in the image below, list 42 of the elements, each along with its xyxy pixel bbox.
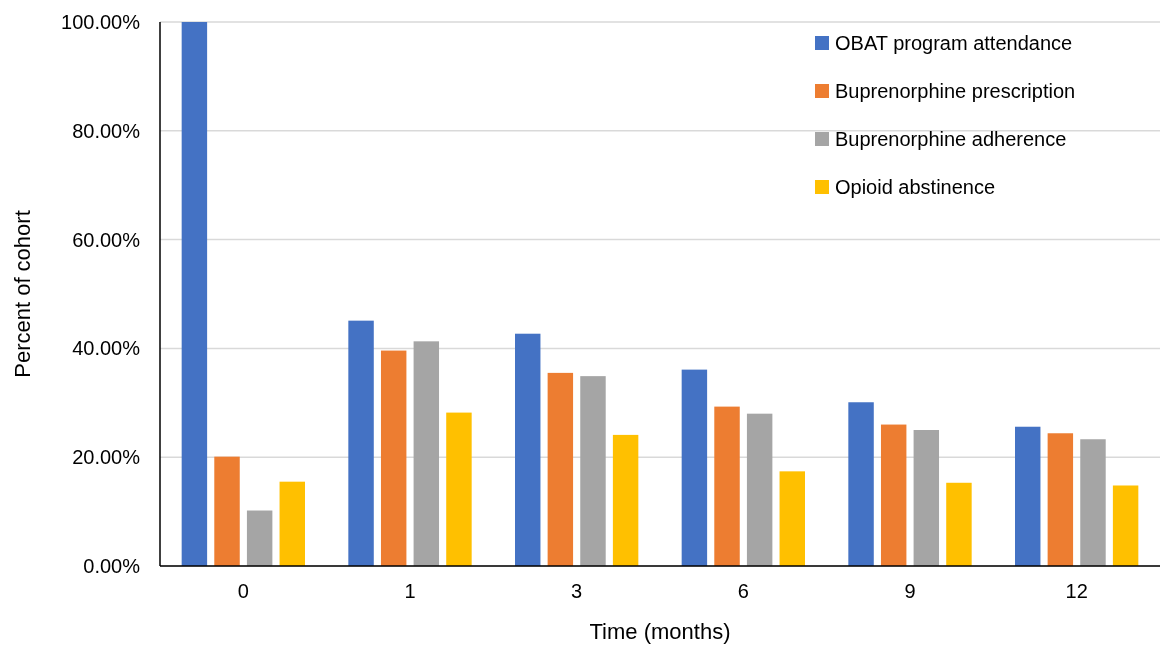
legend-label: Buprenorphine adherence <box>835 128 1067 150</box>
x-tick-label: 12 <box>1065 580 1088 602</box>
bar <box>746 413 773 566</box>
bar <box>547 372 574 566</box>
y-axis-title: Percent of cohort <box>10 210 35 378</box>
x-tick-label: 0 <box>237 580 249 602</box>
y-tick-label: 0.00% <box>83 555 141 577</box>
bar <box>913 430 940 566</box>
bar <box>946 482 972 566</box>
bar <box>1015 426 1041 566</box>
bar <box>880 424 907 566</box>
y-tick-label: 40.00% <box>72 337 141 360</box>
bar <box>714 406 740 566</box>
bar <box>1080 439 1106 566</box>
bar <box>413 341 440 566</box>
legend-label: Buprenorphine prescription <box>835 80 1076 102</box>
bar <box>848 402 874 566</box>
legend-label: Opioid abstinence <box>835 176 996 198</box>
bar <box>279 481 305 566</box>
x-tick-label: 3 <box>571 580 583 602</box>
bar <box>246 510 273 566</box>
y-tick-label: 20.00% <box>72 446 141 469</box>
bar <box>1047 433 1074 566</box>
y-tick-label: 100.00% <box>61 11 141 33</box>
x-tick-label: 1 <box>404 580 416 602</box>
x-tick-label: 9 <box>904 580 916 602</box>
bar <box>681 369 708 566</box>
x-tick-label: 6 <box>737 580 749 602</box>
bar <box>779 471 805 566</box>
bar <box>515 333 541 566</box>
bar <box>348 320 374 566</box>
y-tick-label: 60.00% <box>72 228 141 251</box>
bar <box>181 22 208 566</box>
x-axis-title: Time (months) <box>589 619 731 644</box>
bar <box>214 456 240 566</box>
y-tick-label: 80.00% <box>72 119 141 142</box>
bar <box>380 350 407 566</box>
bar <box>446 412 472 566</box>
bar <box>612 434 639 566</box>
legend-label: OBAT program attendance <box>835 32 1073 54</box>
bar <box>580 376 606 566</box>
bar <box>1112 485 1139 566</box>
